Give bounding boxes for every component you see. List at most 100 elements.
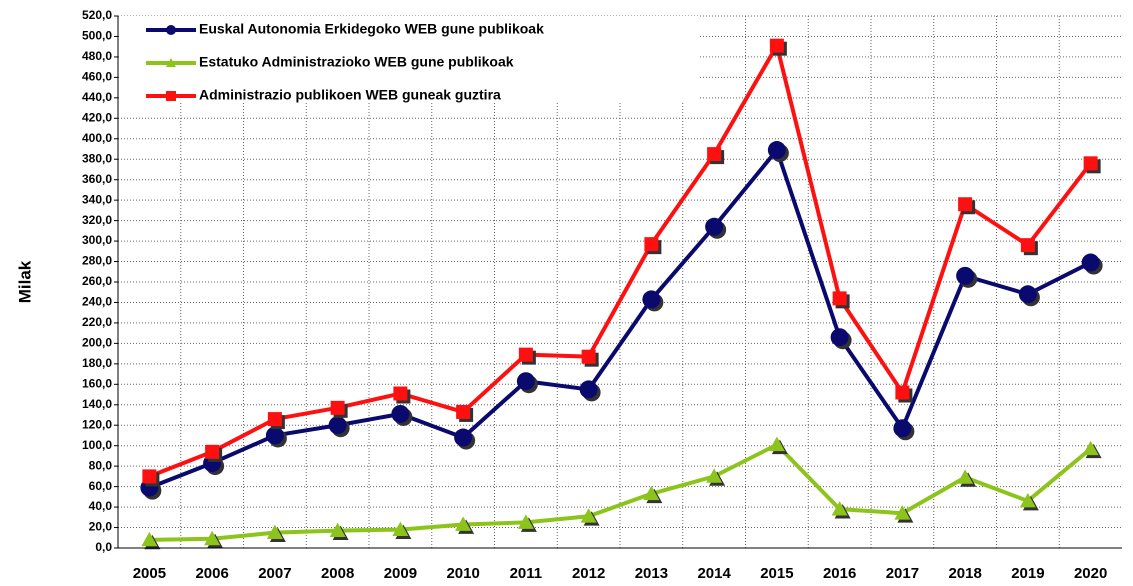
data-point bbox=[830, 328, 849, 347]
data-point bbox=[393, 386, 408, 401]
x-tick-label: 2017 bbox=[886, 565, 919, 582]
y-tick-label: 380,0 bbox=[82, 151, 112, 165]
data-point bbox=[455, 516, 472, 531]
data-point bbox=[769, 38, 784, 53]
data-point bbox=[1018, 285, 1037, 304]
data-point bbox=[768, 436, 785, 452]
data-point bbox=[391, 404, 410, 423]
data-point bbox=[1019, 492, 1036, 508]
legend-label: Estatuko Administrazioko WEB gune publik… bbox=[199, 54, 514, 70]
y-tick-label: 180,0 bbox=[82, 356, 112, 370]
y-tick-label: 400,0 bbox=[82, 131, 112, 145]
data-point bbox=[454, 428, 473, 447]
y-tick-label: 280,0 bbox=[82, 254, 112, 268]
y-tick-label: 120,0 bbox=[82, 417, 112, 431]
legend-marker bbox=[166, 58, 176, 67]
data-point bbox=[581, 349, 596, 364]
y-tick-label: 140,0 bbox=[82, 397, 112, 411]
y-tick-label: 360,0 bbox=[82, 172, 112, 186]
data-point bbox=[204, 530, 221, 546]
x-tick-label: 2006 bbox=[195, 565, 228, 582]
y-tick-label: 480,0 bbox=[82, 49, 112, 63]
x-tick-label: 2014 bbox=[697, 565, 731, 582]
y-tick-label: 340,0 bbox=[82, 192, 112, 206]
data-point bbox=[893, 419, 912, 438]
x-tick-label: 2012 bbox=[572, 565, 605, 582]
data-point bbox=[265, 426, 284, 445]
data-point bbox=[642, 290, 661, 309]
y-tick-label: 160,0 bbox=[82, 376, 112, 390]
data-point bbox=[330, 400, 345, 415]
series-line bbox=[149, 442, 1092, 542]
x-tick-label: 2008 bbox=[321, 565, 354, 582]
data-point bbox=[1020, 238, 1035, 253]
y-tick-label: 20,0 bbox=[89, 520, 113, 534]
y-tick-label: 80,0 bbox=[89, 458, 113, 472]
data-point bbox=[518, 347, 533, 362]
y-tick-label: 220,0 bbox=[82, 315, 112, 329]
data-point bbox=[956, 266, 975, 285]
y-tick-label: 240,0 bbox=[82, 295, 112, 309]
data-point bbox=[958, 197, 973, 212]
x-tick-label: 2019 bbox=[1011, 565, 1044, 582]
data-point bbox=[831, 501, 848, 516]
y-tick-label: 520,0 bbox=[82, 8, 112, 22]
plot bbox=[140, 38, 1103, 550]
data-point bbox=[706, 468, 723, 483]
data-point bbox=[141, 531, 158, 547]
data-point bbox=[580, 508, 597, 523]
data-point bbox=[894, 505, 911, 520]
data-point bbox=[456, 404, 471, 419]
x-tick-label: 2013 bbox=[635, 565, 668, 582]
x-tick-label: 2020 bbox=[1074, 565, 1107, 582]
x-tick-label: 2018 bbox=[948, 565, 981, 582]
y-tick-label: 40,0 bbox=[89, 499, 113, 513]
data-point bbox=[1083, 156, 1098, 171]
data-point bbox=[329, 522, 346, 538]
x-tick-label: 2015 bbox=[760, 565, 793, 582]
data-point bbox=[517, 514, 534, 529]
y-tick-label: 60,0 bbox=[89, 479, 113, 493]
legend-label: Administrazio publikoen WEB guneak guzti… bbox=[199, 87, 501, 103]
data-point bbox=[267, 412, 282, 427]
data-point bbox=[1082, 440, 1099, 456]
data-point bbox=[142, 469, 157, 484]
data-point bbox=[205, 444, 220, 459]
data-point bbox=[644, 237, 659, 252]
x-tick-label: 2016 bbox=[823, 565, 856, 582]
y-tick-label: 200,0 bbox=[82, 336, 112, 350]
x-tick-label: 2009 bbox=[384, 565, 417, 582]
series-line bbox=[148, 148, 1092, 490]
x-tick-label: 2005 bbox=[133, 565, 166, 582]
data-point bbox=[392, 521, 409, 536]
data-point bbox=[895, 385, 910, 400]
data-point bbox=[767, 141, 786, 160]
y-tick-label: 500,0 bbox=[82, 29, 112, 43]
legend-marker bbox=[166, 91, 176, 101]
series-line bbox=[148, 43, 1093, 479]
y-tick-label: 0,0 bbox=[95, 540, 112, 554]
y-tick-label: 460,0 bbox=[82, 70, 112, 84]
y-tick-label: 440,0 bbox=[82, 90, 112, 104]
data-point bbox=[579, 380, 598, 399]
legend-label: Euskal Autonomia Erkidegoko WEB gune pub… bbox=[199, 21, 544, 37]
data-point bbox=[643, 485, 660, 501]
data-point bbox=[957, 469, 974, 484]
legend-background bbox=[120, 16, 698, 102]
data-point bbox=[1081, 253, 1100, 272]
data-point bbox=[266, 524, 283, 540]
data-point bbox=[707, 147, 722, 162]
x-tick-label: 2010 bbox=[446, 565, 479, 582]
data-point bbox=[328, 416, 347, 435]
y-tick-label: 300,0 bbox=[82, 233, 112, 247]
y-tick-label: 260,0 bbox=[82, 274, 112, 288]
y-tick-label: 420,0 bbox=[82, 110, 112, 124]
y-tick-label: 320,0 bbox=[82, 213, 112, 227]
data-point bbox=[705, 217, 724, 236]
legend-marker bbox=[166, 25, 176, 35]
x-tick-label: 2007 bbox=[258, 565, 291, 582]
x-tick-label: 2011 bbox=[510, 565, 543, 582]
data-point bbox=[832, 291, 847, 306]
y-axis-label: Milak bbox=[15, 260, 34, 303]
